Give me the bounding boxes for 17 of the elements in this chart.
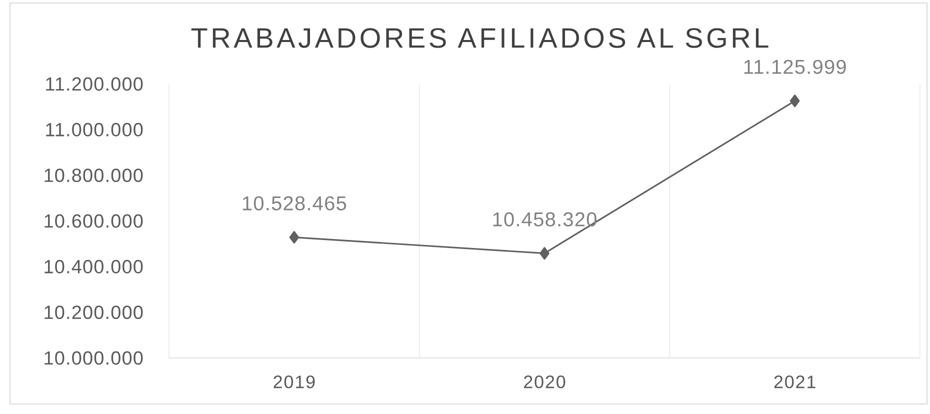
y-tick-label: 11.200.000 bbox=[46, 77, 143, 91]
y-tick-label: 10.800.000 bbox=[44, 168, 143, 182]
y-tick-label: 11.000.000 bbox=[46, 122, 143, 136]
y-tick-label: 10.400.000 bbox=[44, 260, 143, 274]
data-label: 10.528.465 bbox=[242, 196, 346, 210]
x-tick-label: 2020 bbox=[524, 376, 566, 388]
chart-title: TRABAJADORES AFILIADOS AL SGRL bbox=[191, 28, 768, 48]
y-tick-label: 10.000.000 bbox=[44, 351, 143, 365]
x-tick-label: 2021 bbox=[774, 376, 816, 388]
data-label: 11.125.999 bbox=[744, 60, 846, 74]
x-tick-label: 2019 bbox=[274, 376, 315, 388]
point bbox=[289, 231, 300, 244]
y-tick-label: 10.600.000 bbox=[44, 214, 143, 228]
point bbox=[540, 247, 550, 260]
data-label: 10.458.320 bbox=[493, 212, 596, 226]
point bbox=[790, 94, 800, 108]
y-tick-label: 10.200.000 bbox=[44, 306, 143, 320]
